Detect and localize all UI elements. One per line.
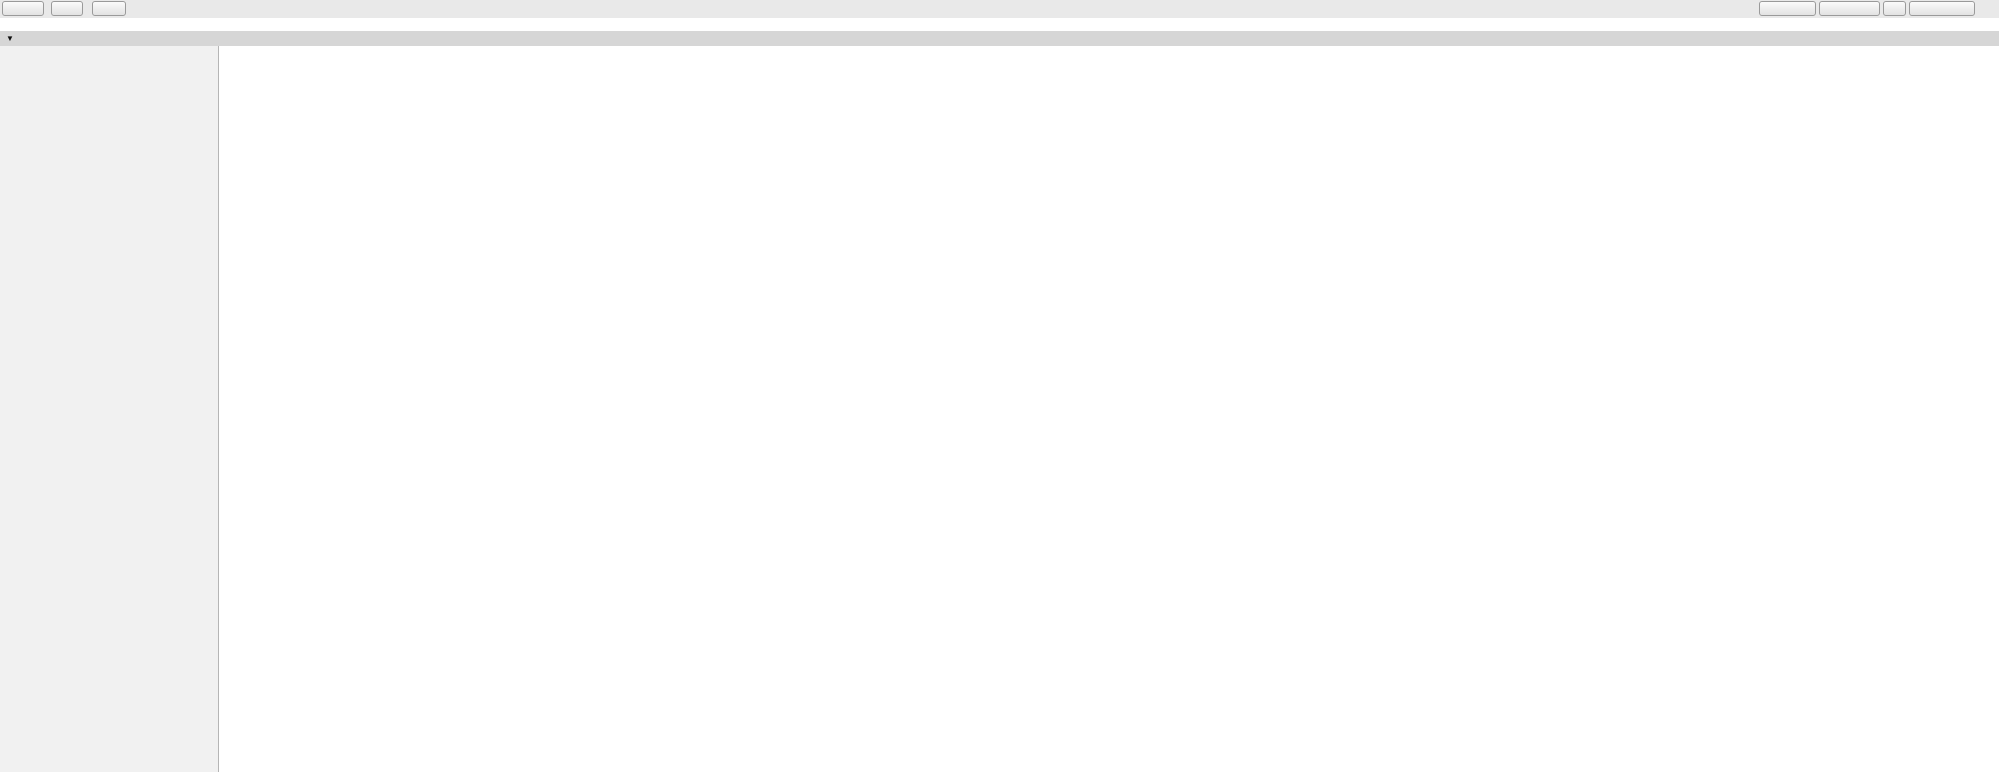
load-button[interactable] [92, 1, 126, 16]
process-header[interactable]: ▼ [0, 31, 1999, 47]
collapse-arrow-icon: ▼ [6, 34, 14, 43]
save-button[interactable] [51, 1, 83, 16]
timeline-ruler[interactable] [0, 18, 1999, 32]
timeline-content [0, 46, 1999, 772]
view-options-button[interactable] [1909, 1, 1975, 16]
processes-button[interactable] [1819, 1, 1880, 16]
record-button[interactable] [2, 1, 44, 16]
track-sidebar [0, 46, 219, 772]
metrics-button[interactable] [1883, 1, 1906, 16]
toolbar [0, 0, 1999, 19]
flow-events-button[interactable] [1759, 1, 1816, 16]
